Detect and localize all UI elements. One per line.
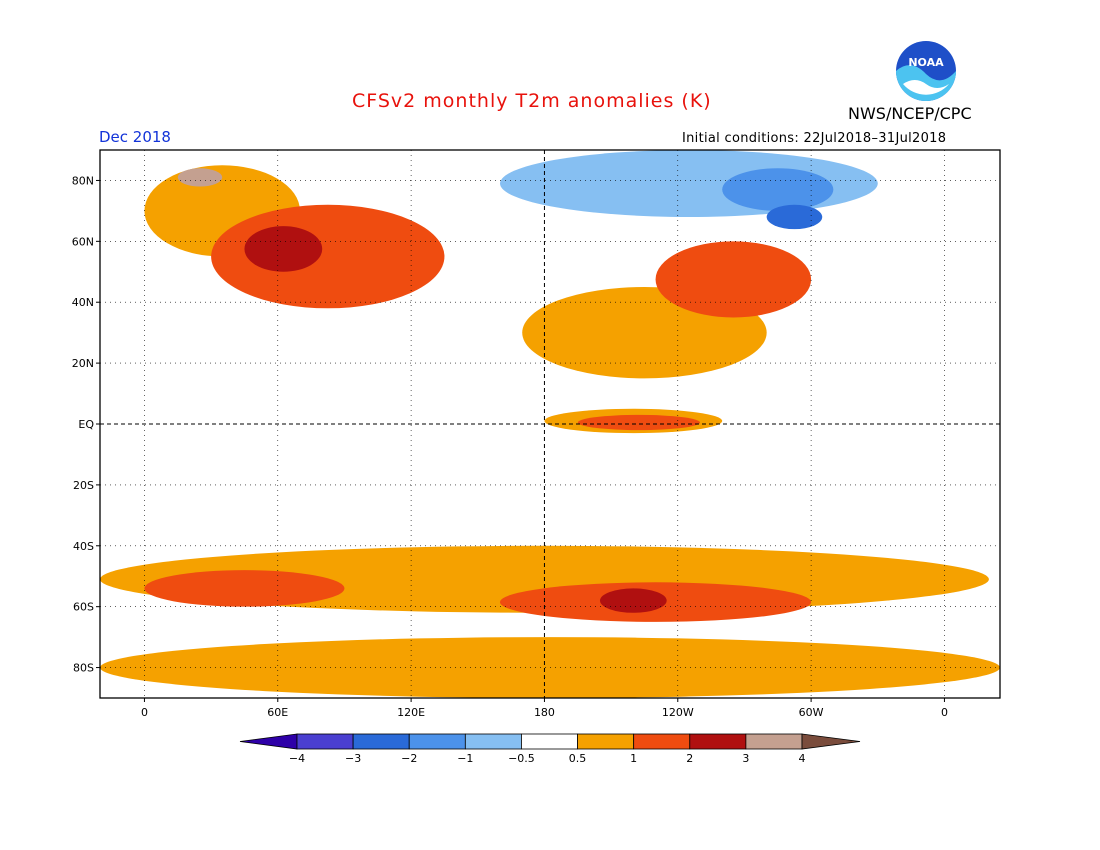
colorbar: −4 −3 −2 −1 −0.5 0.5 1 2 3 4 — [239, 733, 861, 765]
logo-text: NOAA — [908, 56, 944, 69]
colorbar-segment — [689, 733, 747, 750]
colorbar-label: 1 — [630, 752, 637, 765]
map-title: CFSv2 monthly T2m anomalies (K) — [352, 90, 712, 112]
anomaly-region — [655, 241, 812, 318]
noaa-logo: NOAA — [895, 40, 957, 102]
agency-label: NWS/NCEP/CPC — [848, 104, 972, 123]
anomaly-region — [766, 204, 823, 230]
colorbar-label: −3 — [345, 752, 361, 765]
colorbar-label: −2 — [401, 752, 417, 765]
longitude-label: 180 — [534, 706, 555, 719]
colorbar-label: −1 — [457, 752, 473, 765]
latitude-label: 20S — [73, 479, 94, 492]
colorbar-label: 2 — [686, 752, 693, 765]
colorbar-label: 4 — [799, 752, 806, 765]
colorbar-segment — [521, 733, 578, 750]
colorbar-segment — [745, 733, 803, 750]
colorbar-segment — [464, 733, 522, 750]
longitude-label: 60W — [799, 706, 824, 719]
latitude-label: 80N — [72, 174, 94, 187]
latitude-label: 40S — [73, 540, 94, 553]
forecast-period: Dec 2018 — [99, 128, 171, 146]
anomaly-region — [600, 588, 667, 613]
colorbar-high-triangle — [801, 733, 861, 750]
anomaly-region — [144, 570, 345, 607]
latitude-label: 20N — [72, 357, 94, 370]
axis-labels: 80N 60N 40N 20N EQ 20S 40S 60S 80S 0 60E 120E 180 120… — [72, 174, 948, 719]
anomaly-region — [177, 168, 223, 187]
longitude-label: 0 — [941, 706, 948, 719]
colorbar-segment — [296, 733, 354, 750]
colorbar-segment — [633, 733, 691, 750]
longitude-label: 120E — [397, 706, 425, 719]
colorbar-segment — [408, 733, 466, 750]
longitude-label: 120W — [662, 706, 694, 719]
anomaly-region — [577, 414, 701, 431]
graticule — [100, 150, 1000, 698]
colorbar-low-triangle — [239, 733, 298, 750]
longitude-label: 60E — [267, 706, 288, 719]
latitude-label: 60S — [73, 601, 94, 614]
latitude-label: EQ — [78, 418, 94, 431]
colorbar-label: −0.5 — [508, 752, 535, 765]
anomaly-region — [211, 204, 445, 309]
longitude-label: 0 — [141, 706, 148, 719]
colorbar-label: 0.5 — [569, 752, 587, 765]
anomaly-region — [722, 168, 834, 211]
anomaly-region — [244, 226, 323, 272]
latitude-label: 40N — [72, 296, 94, 309]
latitude-label: 80S — [73, 662, 94, 675]
colorbar-segment — [352, 733, 410, 750]
colorbar-label: −4 — [289, 752, 305, 765]
colorbar-segment — [577, 733, 635, 750]
initial-conditions: Initial conditions: 22Jul2018–31Jul2018 — [682, 131, 947, 146]
colorbar-label: 3 — [742, 752, 749, 765]
latitude-label: 60N — [72, 235, 94, 248]
